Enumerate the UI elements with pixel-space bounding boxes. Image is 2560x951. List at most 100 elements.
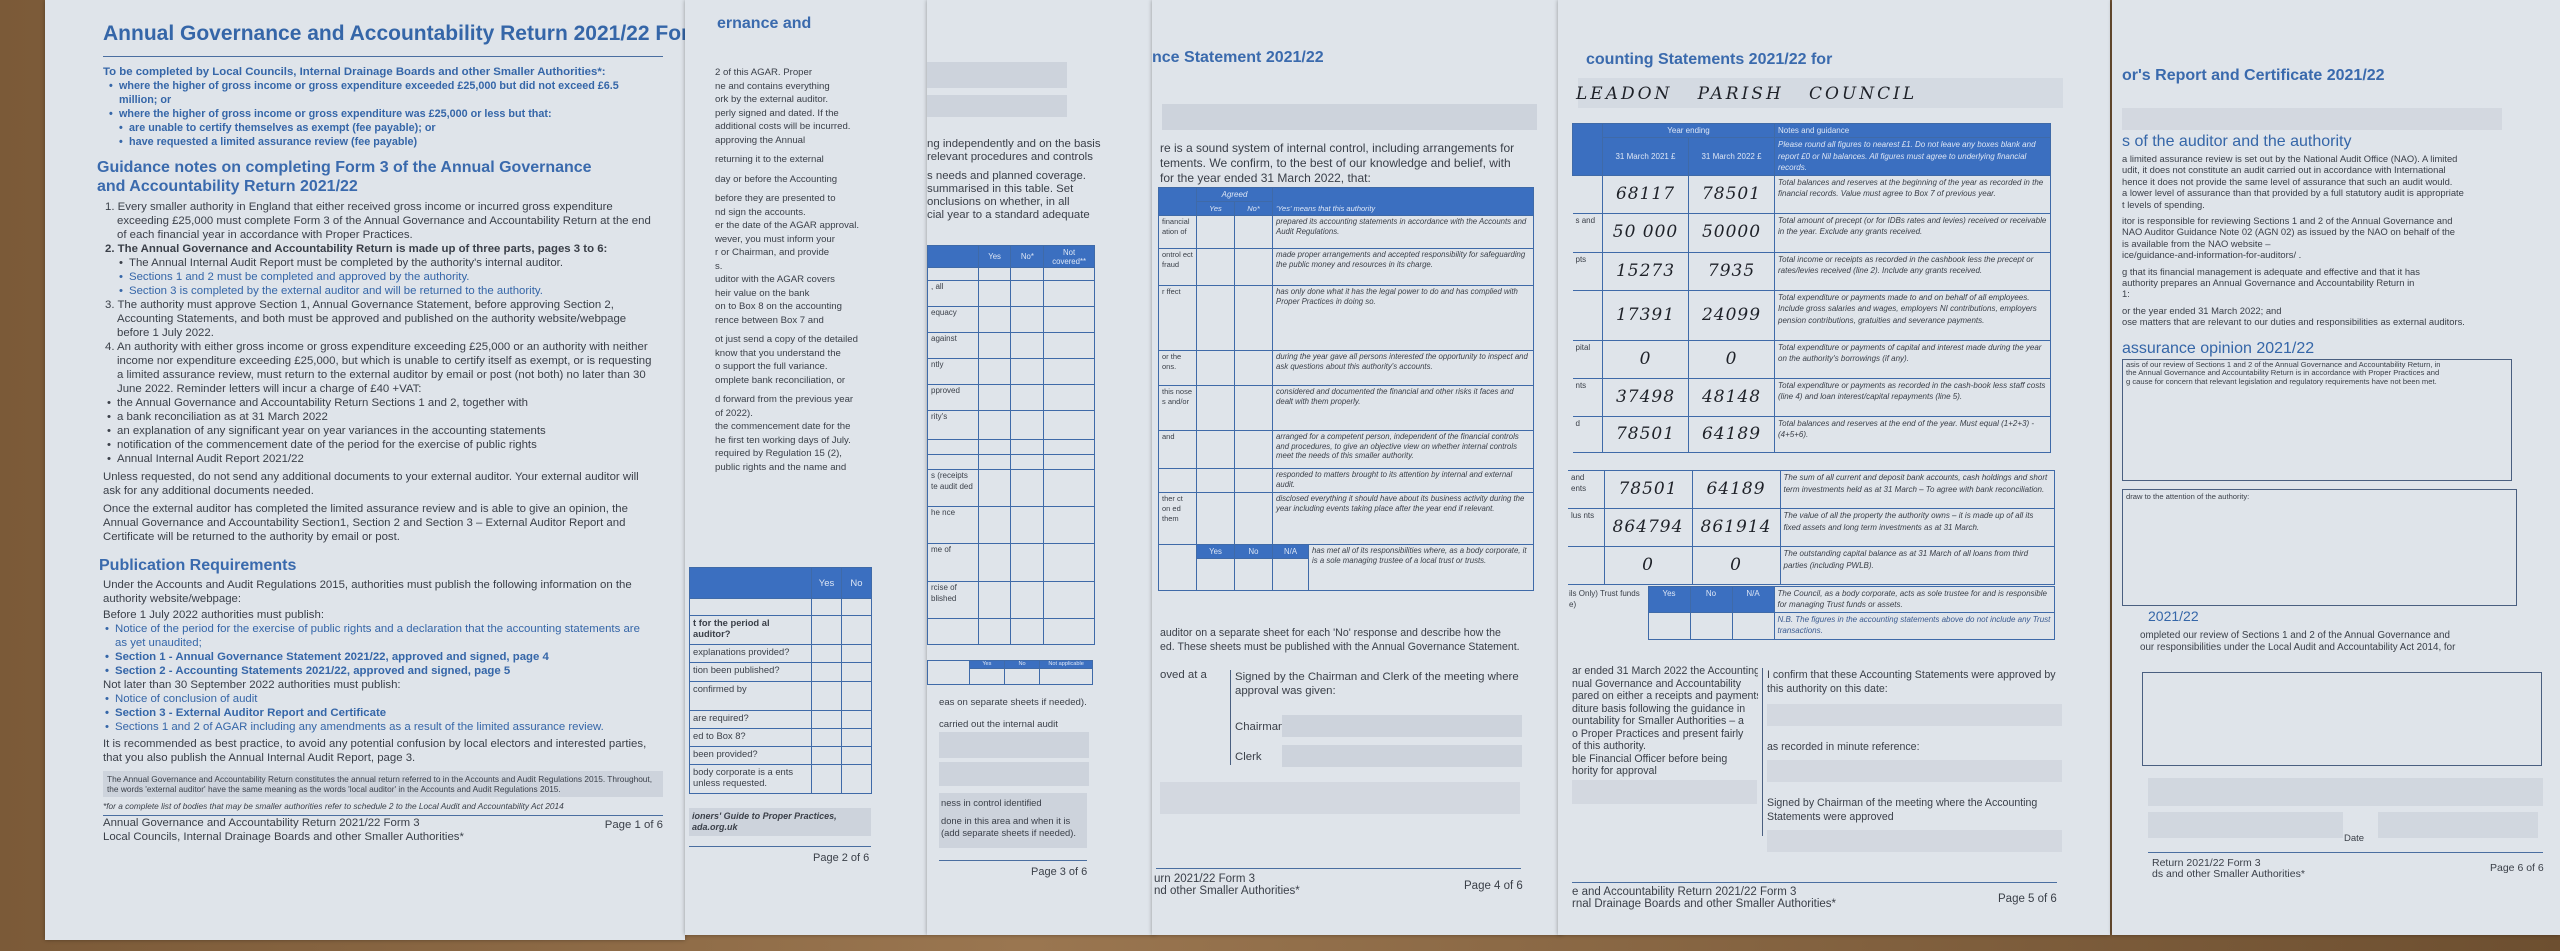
yes-checkbox[interactable] xyxy=(811,598,842,616)
no-checkbox[interactable] xyxy=(841,746,872,765)
not-covered-checkbox[interactable] xyxy=(1043,506,1095,544)
no-checkbox[interactable] xyxy=(1010,618,1045,645)
not-covered-checkbox[interactable] xyxy=(1043,543,1095,582)
yes-checkbox[interactable] xyxy=(977,439,1012,455)
yes-checkbox[interactable] xyxy=(977,581,1012,619)
minute-ref-field[interactable] xyxy=(1767,760,2062,782)
no-checkbox[interactable] xyxy=(841,615,872,645)
not-covered-checkbox[interactable] xyxy=(1043,439,1095,455)
not-covered-checkbox[interactable] xyxy=(1043,306,1095,333)
yes-checkbox[interactable] xyxy=(811,764,842,794)
not-covered-checkbox[interactable] xyxy=(1043,332,1095,359)
not-covered-checkbox[interactable] xyxy=(1043,384,1095,411)
not-covered-checkbox[interactable] xyxy=(1043,618,1095,645)
answer-checkbox[interactable] xyxy=(1039,668,1093,685)
not-covered-checkbox[interactable] xyxy=(1043,581,1095,619)
yes-checkbox[interactable] xyxy=(811,615,842,645)
no-checkbox[interactable] xyxy=(841,764,872,794)
no-checkbox[interactable] xyxy=(1010,506,1045,544)
table-row xyxy=(927,618,1095,645)
yes-checkbox[interactable] xyxy=(977,469,1012,507)
chairman-signature-field[interactable] xyxy=(1767,830,2062,852)
no-checkbox[interactable] xyxy=(1233,285,1274,351)
yes-checkbox[interactable] xyxy=(1196,492,1235,545)
trust-checkbox[interactable] xyxy=(1689,612,1733,640)
not-covered-checkbox[interactable] xyxy=(1043,358,1095,385)
statement-row: or the ons. during the year gave all pers… xyxy=(1158,350,1535,386)
no-checkbox[interactable] xyxy=(1010,410,1045,440)
no-checkbox[interactable] xyxy=(1010,439,1045,455)
yes-checkbox[interactable] xyxy=(1196,285,1235,351)
yes-checkbox[interactable] xyxy=(977,384,1012,411)
no-checkbox[interactable] xyxy=(841,644,872,663)
no-checkbox[interactable] xyxy=(1233,385,1274,431)
yes-checkbox[interactable] xyxy=(811,710,842,729)
yes-checkbox[interactable] xyxy=(977,410,1012,440)
no-checkbox[interactable] xyxy=(1010,280,1045,307)
no-checkbox[interactable] xyxy=(1233,468,1274,493)
trust-checkbox[interactable] xyxy=(1196,558,1235,591)
no-checkbox[interactable] xyxy=(1010,332,1045,359)
no-checkbox[interactable] xyxy=(1010,543,1045,582)
no-checkbox[interactable] xyxy=(1010,358,1045,385)
trust-checkbox[interactable] xyxy=(1272,558,1310,591)
no-checkbox[interactable] xyxy=(841,598,872,616)
yes-checkbox[interactable] xyxy=(811,644,842,663)
yes-checkbox[interactable] xyxy=(977,543,1012,582)
trust-checkbox[interactable] xyxy=(1233,558,1274,591)
not-covered-checkbox[interactable] xyxy=(1043,454,1095,470)
yes-checkbox[interactable] xyxy=(1196,248,1235,286)
yes-checkbox[interactable] xyxy=(1196,350,1235,386)
yes-checkbox[interactable] xyxy=(977,267,1012,281)
answer-checkbox[interactable] xyxy=(1003,668,1041,685)
chairman-signature-field[interactable] xyxy=(1282,715,1522,737)
no-checkbox[interactable] xyxy=(1233,430,1274,469)
clerk-signature-field[interactable] xyxy=(1282,745,1522,767)
no-checkbox[interactable] xyxy=(841,728,872,747)
yes-checkbox[interactable] xyxy=(977,618,1012,645)
date-field[interactable] xyxy=(2378,812,2538,838)
text-line: he first ten working days of July. xyxy=(715,434,851,446)
answer-checkbox[interactable] xyxy=(968,668,1005,685)
no-checkbox[interactable] xyxy=(1010,384,1045,411)
yes-checkbox[interactable] xyxy=(977,306,1012,333)
trust-checkbox[interactable] xyxy=(1731,612,1775,640)
yes-checkbox[interactable] xyxy=(811,662,842,682)
approval-date-field[interactable] xyxy=(1767,704,2062,726)
no-checkbox[interactable] xyxy=(1233,350,1274,386)
no-checkbox[interactable] xyxy=(1010,267,1045,281)
trust-checkbox[interactable] xyxy=(1647,612,1691,640)
not-covered-checkbox[interactable] xyxy=(1043,280,1095,307)
yes-checkbox[interactable] xyxy=(1196,468,1235,493)
text-line: ot just send a copy of the detailed xyxy=(715,334,858,345)
no-checkbox[interactable] xyxy=(841,681,872,711)
yes-checkbox[interactable] xyxy=(977,332,1012,359)
yes-checkbox[interactable] xyxy=(1196,215,1235,249)
not-covered-checkbox[interactable] xyxy=(1043,410,1095,440)
yes-checkbox[interactable] xyxy=(811,681,842,711)
yes-checkbox[interactable] xyxy=(1196,385,1235,431)
no-checkbox[interactable] xyxy=(1233,492,1274,545)
no-checkbox[interactable] xyxy=(1010,454,1045,470)
auditor-signature-field[interactable] xyxy=(2148,812,2343,838)
yes-checkbox[interactable] xyxy=(811,746,842,765)
text-line: 2 of this AGAR. Proper xyxy=(715,67,813,78)
yes-checkbox[interactable] xyxy=(811,728,842,747)
text-line: s needs and planned coverage. xyxy=(927,170,1086,182)
no-checkbox[interactable] xyxy=(1010,581,1045,619)
not-covered-checkbox[interactable] xyxy=(1043,469,1095,507)
no-checkbox[interactable] xyxy=(1233,248,1274,286)
no-checkbox[interactable] xyxy=(841,710,872,729)
no-checkbox[interactable] xyxy=(1010,469,1045,507)
yes-checkbox[interactable] xyxy=(977,506,1012,544)
no-checkbox[interactable] xyxy=(841,662,872,682)
not-covered-checkbox[interactable] xyxy=(1043,267,1095,281)
no-checkbox[interactable] xyxy=(1010,306,1045,333)
yes-checkbox[interactable] xyxy=(1196,430,1235,469)
yes-checkbox[interactable] xyxy=(977,280,1012,307)
no-checkbox[interactable] xyxy=(1233,215,1274,249)
sub-bullet: are unable to certify themselves as exem… xyxy=(117,121,655,135)
rfo-signature-field[interactable] xyxy=(1572,780,1757,804)
yes-checkbox[interactable] xyxy=(977,358,1012,385)
yes-checkbox[interactable] xyxy=(977,454,1012,470)
